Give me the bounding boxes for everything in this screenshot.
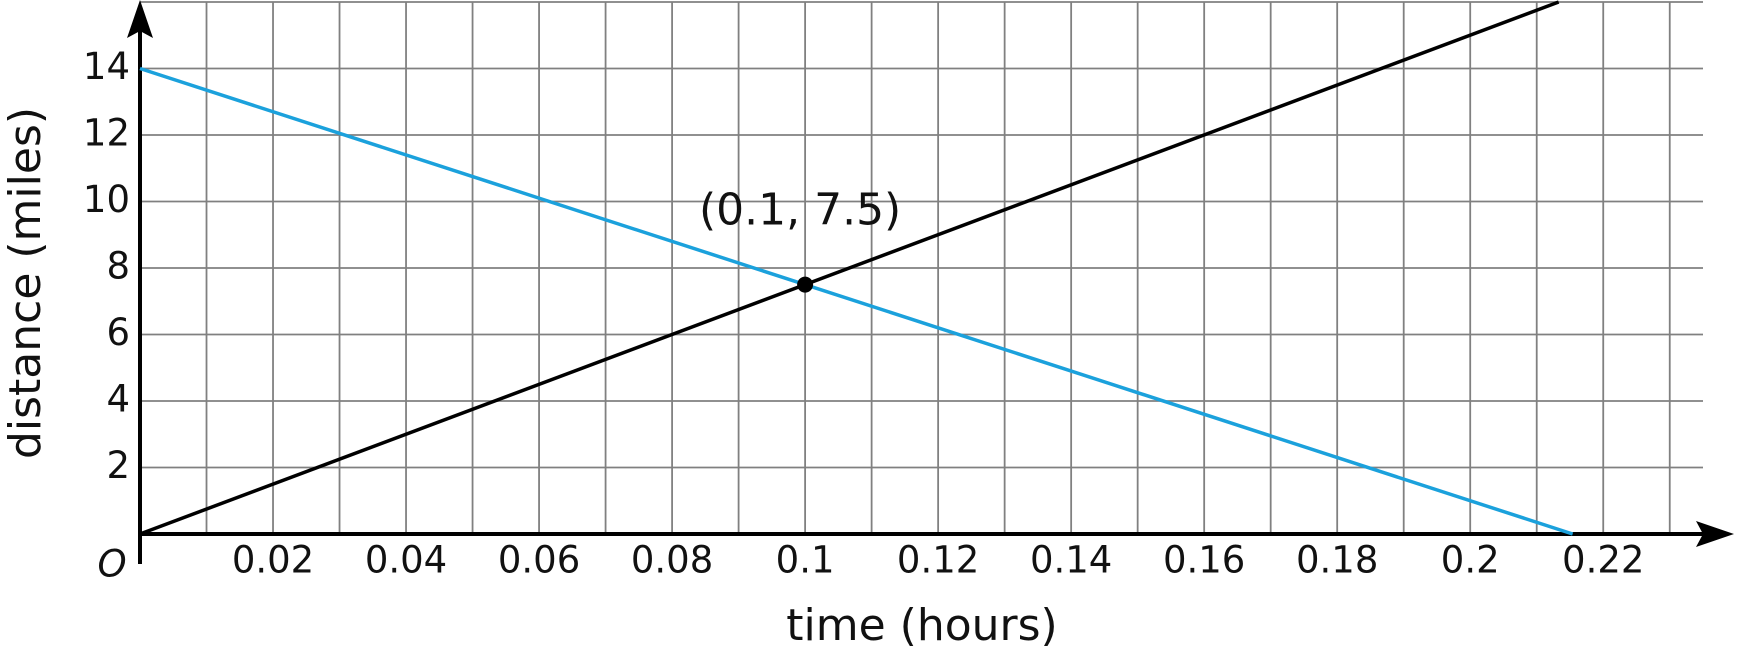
line [139,0,1560,536]
y-axis-arrow [127,0,153,38]
x-axis-arrow [1696,521,1734,547]
x-tick-label: 0.08 [631,539,713,582]
x-tick-label: 0.22 [1562,539,1644,582]
x-tick-label: 0.12 [897,539,979,582]
y-tick-label: 10 [83,178,130,221]
x-tick-label: 0.2 [1441,539,1500,582]
x-tick-label: 0.02 [232,539,314,582]
x-axis-title: time (hours) [786,600,1057,651]
point-label: (0.1, 7.5) [699,185,901,236]
x-tick-label: 0.18 [1296,539,1378,582]
x-tick-label: 0.04 [365,539,447,582]
y-tick-label: 8 [106,245,130,288]
x-tick-label: 0.16 [1163,539,1245,582]
y-tick-label: 2 [106,444,130,487]
origin-label: O [97,543,126,586]
y-tick-label: 6 [106,311,130,354]
line [139,66,1574,536]
y-tick-label: 12 [83,112,130,155]
y-tick-label: 4 [106,378,130,421]
x-tick-label: 0.14 [1030,539,1112,582]
point [797,276,814,293]
x-tick-label: 0.06 [498,539,580,582]
y-tick-label: 14 [83,45,130,88]
y-axis-title: distance (miles) [0,107,51,459]
x-tick-label: 0.1 [776,539,835,582]
